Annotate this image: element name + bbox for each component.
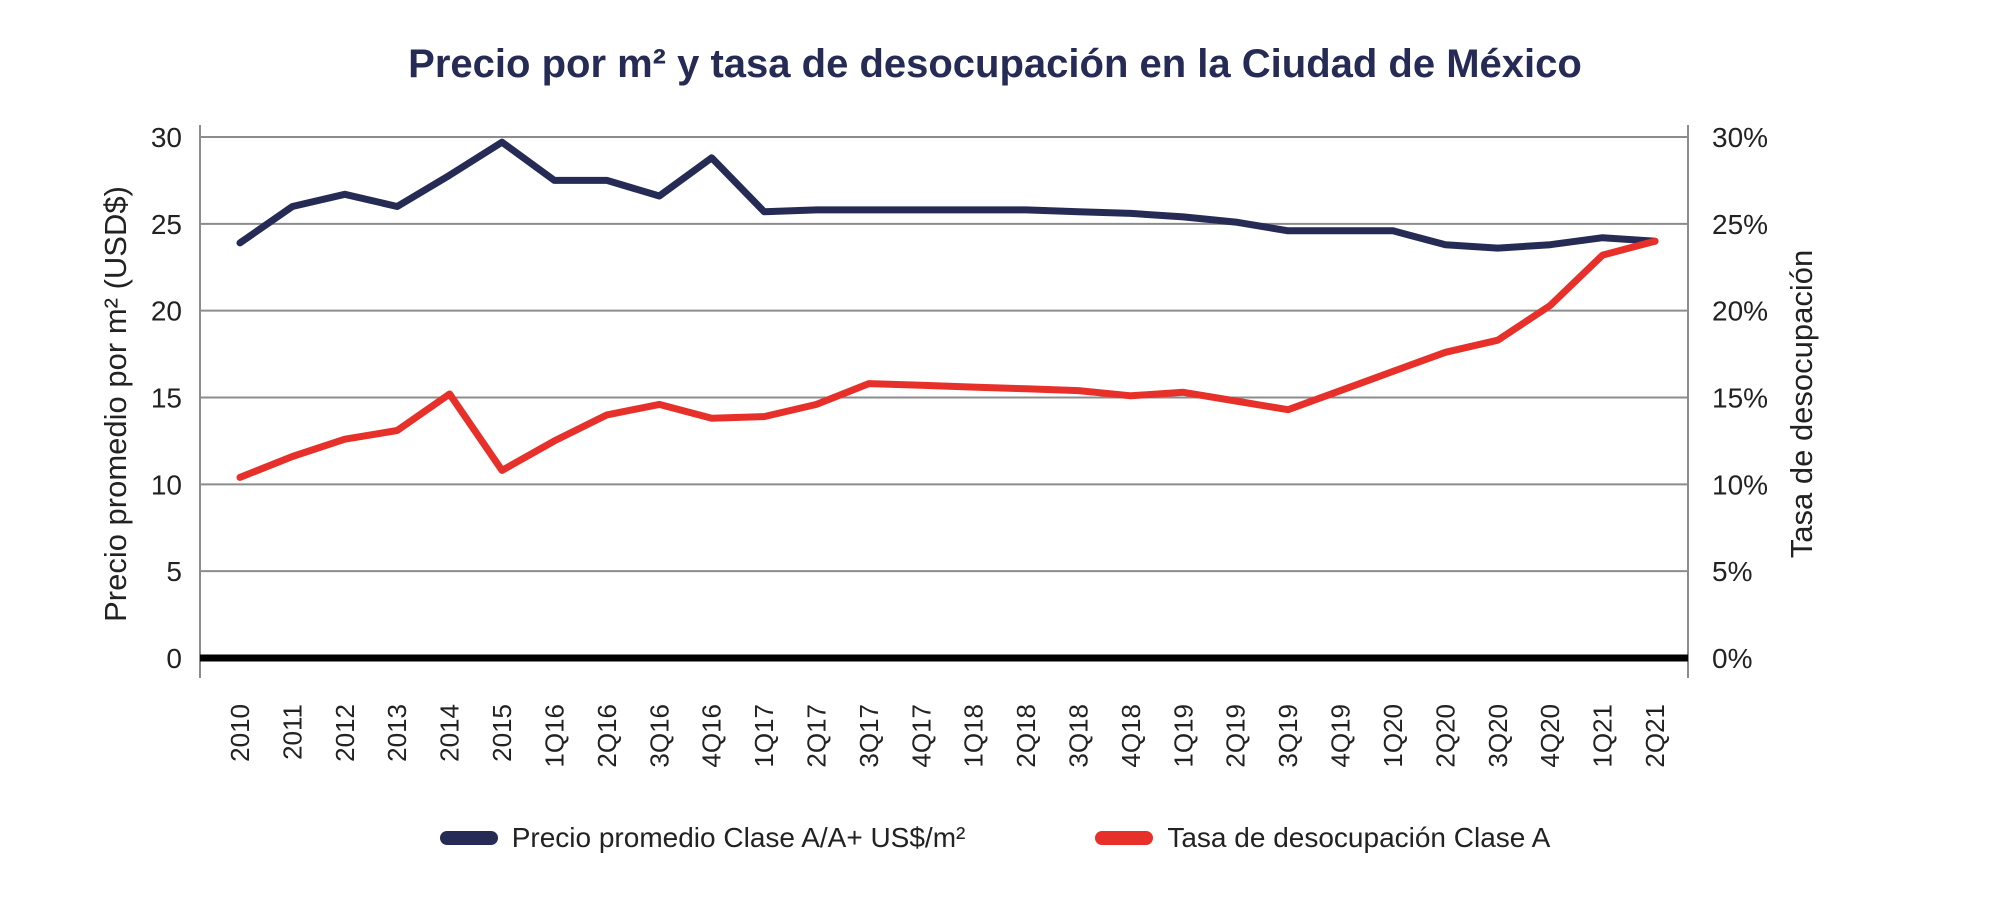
y-left-tick-label: 5 [166,556,182,587]
legend-swatch-price [439,831,498,845]
x-tick-label: 2Q17 [801,704,831,768]
x-tick-label: 1Q17 [749,704,779,768]
x-tick-label: 3Q18 [1064,704,1094,768]
x-tick-label: 4Q16 [697,704,727,768]
y-axis-right-label: Tasa de desocupación [1784,250,1819,559]
tick-labels: 0 5 10 15 20 25 30 0% 5% 10% 15% 20% 25% 30% 2010 2011 2… [151,122,1768,768]
x-tick-label: 1Q18 [959,704,989,768]
y-left-tick-label: 15 [151,383,182,414]
x-tick-label: 3Q17 [854,704,884,768]
y-right-tick-label: 5% [1712,556,1752,587]
x-tick-label: 2013 [382,704,412,762]
x-tick-label: 2010 [225,704,255,762]
x-tick-label: 2012 [330,704,360,762]
y-right-tick-label: 15% [1712,383,1768,414]
x-tick-label: 3Q19 [1273,704,1303,768]
x-tick-label: 4Q20 [1535,704,1565,768]
chart-title: Precio por m² y tasa de desocupación en … [408,42,1582,86]
y-right-tick-label: 20% [1712,296,1768,327]
x-tick-label: 4Q18 [1116,704,1146,768]
series-lines [236,138,1659,481]
legend-swatch-vacancy [1095,831,1154,845]
x-tick-label: 1Q20 [1378,704,1408,768]
legend-item-vacancy: Tasa de desocupación Clase A [1095,822,1550,854]
x-tick-label: 4Q17 [906,704,936,768]
legend-label-vacancy: Tasa de desocupación Clase A [1167,822,1551,853]
y-left-tick-label: 25 [151,209,182,240]
x-tick-label: 2Q19 [1221,704,1251,768]
x-tick-label: 1Q16 [539,704,569,768]
y-left-tick-label: 20 [151,296,182,327]
x-tick-label: 2011 [277,704,307,760]
series-line-price [236,138,1659,252]
y-left-tick-label: 30 [151,122,182,153]
x-tick-label: 1Q21 [1588,704,1618,768]
axes [199,125,1689,678]
x-tick-label: 2Q18 [1011,704,1041,768]
x-tick-label: 2015 [487,704,517,762]
x-tick-label: 3Q16 [644,704,674,768]
legend: Precio promedio Clase A/A+ US$/m² Tasa d… [0,822,1990,854]
y-left-tick-label: 0 [166,643,182,674]
gridlines [200,136,1688,573]
y-right-tick-label: 10% [1712,469,1768,500]
x-tick-label: 2014 [435,704,465,762]
x-tick-label: 2Q21 [1640,704,1670,768]
legend-label-price: Precio promedio Clase A/A+ US$/m² [511,822,966,853]
x-tick-label: 2Q16 [592,704,622,768]
x-tick-label: 1Q19 [1168,704,1198,768]
x-tick-label: 4Q19 [1326,704,1356,768]
x-tick-label: 3Q20 [1483,704,1513,768]
legend-item-price: Precio promedio Clase A/A+ US$/m² [439,822,966,854]
x-tick-label: 2Q20 [1430,704,1460,768]
y-right-tick-label: 30% [1712,122,1768,153]
y-right-tick-label: 25% [1712,209,1768,240]
y-axis-left-label: Precio promedio por m² (USD$) [98,186,133,622]
y-right-tick-label: 0% [1712,643,1752,674]
y-left-tick-label: 10 [151,469,182,500]
series-line-vacancy [236,237,1659,481]
